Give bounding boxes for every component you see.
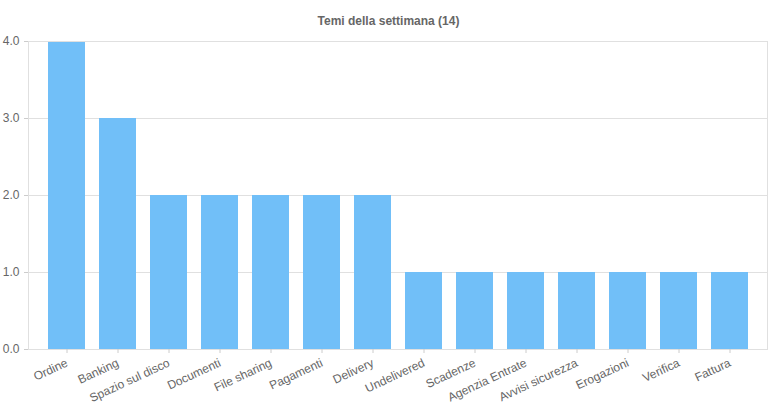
svg-text:Fattura: Fattura — [693, 355, 734, 384]
svg-text:File sharing: File sharing — [212, 356, 274, 395]
svg-text:Agenzia Entrate: Agenzia Entrate — [445, 355, 529, 405]
svg-text:Banking: Banking — [75, 355, 121, 387]
svg-text:Pagamenti: Pagamenti — [267, 356, 325, 393]
svg-text:1.0: 1.0 — [3, 265, 20, 279]
svg-text:Delivery: Delivery — [330, 355, 376, 387]
svg-text:Ordine: Ordine — [31, 356, 70, 384]
svg-text:Undelivered: Undelivered — [363, 356, 427, 396]
svg-text:Avvisi sicurezza: Avvisi sicurezza — [497, 355, 580, 404]
svg-text:Verifica: Verifica — [640, 356, 682, 385]
svg-text:2.0: 2.0 — [3, 188, 20, 202]
svg-text:3.0: 3.0 — [3, 111, 20, 125]
svg-text:Scadenze: Scadenze — [423, 355, 478, 391]
svg-text:4.0: 4.0 — [3, 34, 20, 48]
svg-text:Documenti: Documenti — [165, 355, 223, 393]
svg-text:0.0: 0.0 — [3, 342, 20, 356]
html-text:Temi della settimana (14): Temi della settimana (14) — [317, 14, 460, 28]
svg-text:Spazio sul disco: Spazio sul disco — [87, 356, 172, 405]
svg-text:Erogazioni: Erogazioni — [574, 356, 631, 393]
